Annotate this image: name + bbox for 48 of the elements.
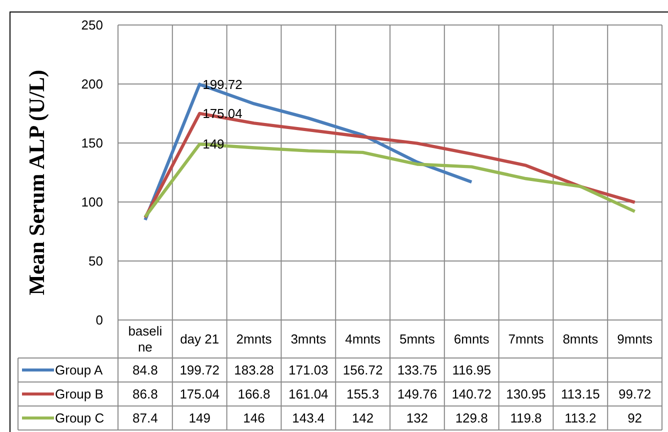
data-label: 86.8 [132,386,158,402]
data-label: 140.72 [452,386,492,402]
data-label: 146 [243,410,265,426]
data-label: 149.76 [397,386,438,402]
data-label: 171.03 [288,362,328,378]
data-label: 156.72 [342,362,383,378]
data-label: 84.8 [132,362,158,378]
data-label: 166.8 [238,386,270,402]
data-label: 183.28 [234,362,274,378]
x-tick-label: 9mnts [617,332,653,347]
x-tick-label: baseline [128,324,162,355]
x-tick-label: 4mnts [345,332,381,347]
data-label: 129.8 [455,410,488,426]
data-label: 149 [188,410,210,426]
data-label: 113.15 [561,386,600,402]
data-label: 143.4 [292,410,325,426]
data-label: 116.95 [452,362,491,378]
data-label: 175.04 [180,386,220,402]
legend-label: Group B [55,386,104,402]
y-tick-label: 100 [81,194,103,210]
legend-label: Group C [55,410,104,426]
x-tick-label: 2mnts [236,332,272,347]
data-label: 155.3 [346,386,380,402]
y-axis-title: Mean Serum ALP (U/L) [24,70,49,296]
x-tick-label: day 21 [180,332,220,347]
y-tick-label: 50 [88,254,103,269]
data-label: 99.72 [618,386,652,402]
data-label: 87.4 [132,410,158,426]
data-label: 199.72 [180,362,220,378]
data-label: 133.75 [397,362,438,378]
data-label: 161.04 [288,386,328,402]
x-tick-label: 3mnts [290,332,327,347]
data-label: 142 [352,410,374,426]
data-label: 113.2 [564,410,596,426]
data-label: 119.8 [510,410,542,426]
data-label: 132 [406,410,428,426]
x-tick-label: 7mnts [508,332,544,347]
x-tick-label: 5mnts [399,332,436,347]
annotation: 199.72 [202,76,242,92]
y-tick-label: 0 [96,312,103,328]
data-label: 130.95 [506,386,546,402]
legend-label: Group A [55,362,104,378]
y-tick-label: 200 [81,76,103,92]
x-tick-label: 6mnts [454,332,490,347]
data-label: 92 [628,410,642,426]
x-tick-label: 8mnts [562,332,599,347]
y-tick-label: 250 [81,18,103,33]
y-tick-label: 150 [81,136,103,151]
